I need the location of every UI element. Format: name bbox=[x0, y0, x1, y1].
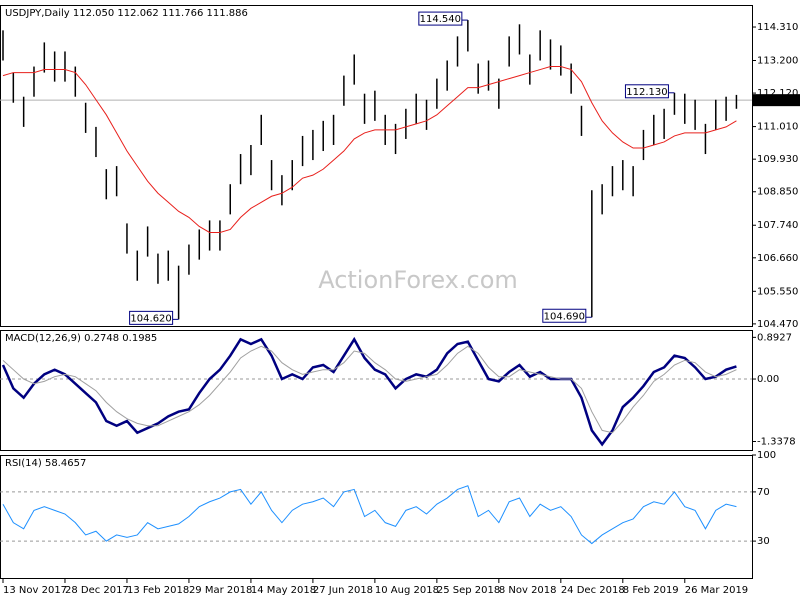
y-tick-label: 113.200 bbox=[757, 56, 798, 67]
panel-title: RSI(14) 58.4657 bbox=[5, 458, 86, 469]
moving-average bbox=[2, 66, 737, 233]
panel-frame bbox=[0, 330, 753, 451]
y-tick-label: 105.550 bbox=[757, 286, 798, 297]
annotation-label: 104.620 bbox=[130, 313, 171, 324]
x-tick-label: 24 Dec 2018 bbox=[561, 585, 625, 596]
indicator-line bbox=[1, 336, 737, 447]
y-tick-label: 112.120 bbox=[757, 88, 798, 99]
indicator-line bbox=[2, 345, 737, 434]
x-tick-label: 10 Aug 2018 bbox=[375, 585, 439, 596]
x-tick-label: 29 Mar 2018 bbox=[189, 585, 252, 596]
indicator-line bbox=[2, 485, 737, 545]
y-tick-label: 108.850 bbox=[757, 187, 798, 198]
annotation-label: 114.540 bbox=[420, 14, 461, 25]
x-tick-label: 13 Feb 2018 bbox=[127, 585, 189, 596]
y-tick-label: 30 bbox=[757, 536, 770, 547]
y-tick-label: 106.660 bbox=[757, 253, 798, 264]
watermark: ActionForex.com bbox=[318, 266, 518, 294]
x-tick-label: 25 Sep 2018 bbox=[437, 585, 500, 596]
y-tick-label: 0.00 bbox=[757, 374, 779, 385]
x-tick-label: 8 Feb 2019 bbox=[623, 585, 679, 596]
x-tick-label: 8 Nov 2018 bbox=[499, 585, 557, 596]
y-tick-label: 109.930 bbox=[757, 154, 798, 165]
annotation-box bbox=[624, 84, 669, 99]
y-tick-label: 104.470 bbox=[757, 319, 798, 330]
last-price-box bbox=[752, 94, 800, 107]
annotation-label: 104.690 bbox=[544, 311, 585, 322]
x-tick-label: 26 Mar 2019 bbox=[685, 585, 748, 596]
x-tick-label: 14 May 2018 bbox=[251, 585, 316, 596]
y-tick-label: 100 bbox=[757, 450, 776, 461]
panel-frame bbox=[0, 455, 753, 579]
annotation-box bbox=[542, 308, 587, 323]
y-tick-label: 107.740 bbox=[757, 220, 798, 231]
panel-frame bbox=[0, 5, 753, 327]
last-price-label: 111.886 bbox=[755, 95, 796, 106]
panel-title: MACD(12,26,9) 0.2748 0.1985 bbox=[5, 333, 157, 344]
y-tick-label: 0.8927 bbox=[757, 332, 792, 343]
x-tick-label: 28 Dec 2017 bbox=[65, 585, 129, 596]
y-tick-label: -1.3378 bbox=[757, 436, 796, 447]
annotation-box bbox=[129, 310, 174, 325]
y-tick-label: 111.010 bbox=[757, 122, 798, 133]
annotation-label: 112.130 bbox=[626, 87, 667, 98]
x-tick-label: 13 Nov 2017 bbox=[3, 585, 67, 596]
annotation-box bbox=[418, 11, 463, 26]
x-tick-label: 27 Jun 2018 bbox=[313, 585, 373, 596]
panel-title: USDJPY,Daily 112.050 112.062 111.766 111… bbox=[5, 8, 248, 19]
y-tick-label: 114.310 bbox=[757, 22, 798, 33]
y-tick-label: 70 bbox=[757, 487, 770, 498]
